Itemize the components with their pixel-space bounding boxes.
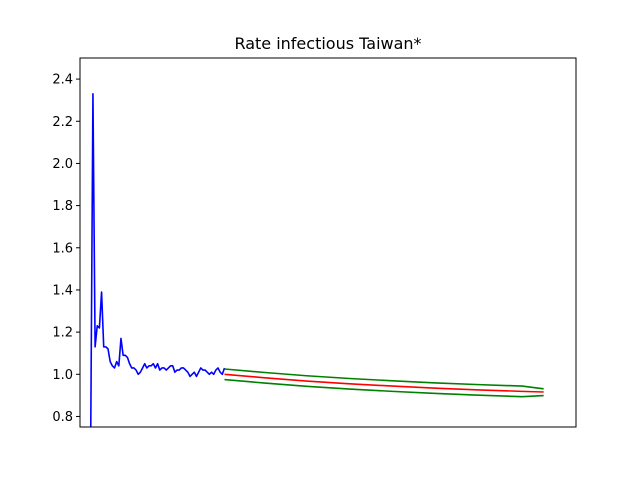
y-tick-label: 0.8 <box>52 410 73 425</box>
y-tick-label: 1.8 <box>52 199 73 214</box>
y-tick-label: 1.2 <box>52 326 73 341</box>
y-tick-label: 1.6 <box>52 241 73 256</box>
chart-title: Rate infectious Taiwan* <box>234 34 421 53</box>
series-line-0 <box>89 93 226 427</box>
y-tick-label: 2.2 <box>52 115 73 130</box>
y-axis: 0.8 1.0 1.2 1.4 1.6 1.8 2.0 2.2 2.4 <box>52 73 80 425</box>
y-tick-label: 1.4 <box>52 283 73 298</box>
y-tick-label: 1.0 <box>52 368 73 383</box>
y-tick-label: 2.0 <box>52 157 73 172</box>
y-tick-label: 2.4 <box>52 73 73 88</box>
series-line-2 <box>224 368 544 390</box>
series-line-1 <box>224 373 544 393</box>
plot-lines <box>89 93 544 427</box>
series-line-3 <box>224 378 544 398</box>
plot-frame <box>79 57 577 428</box>
